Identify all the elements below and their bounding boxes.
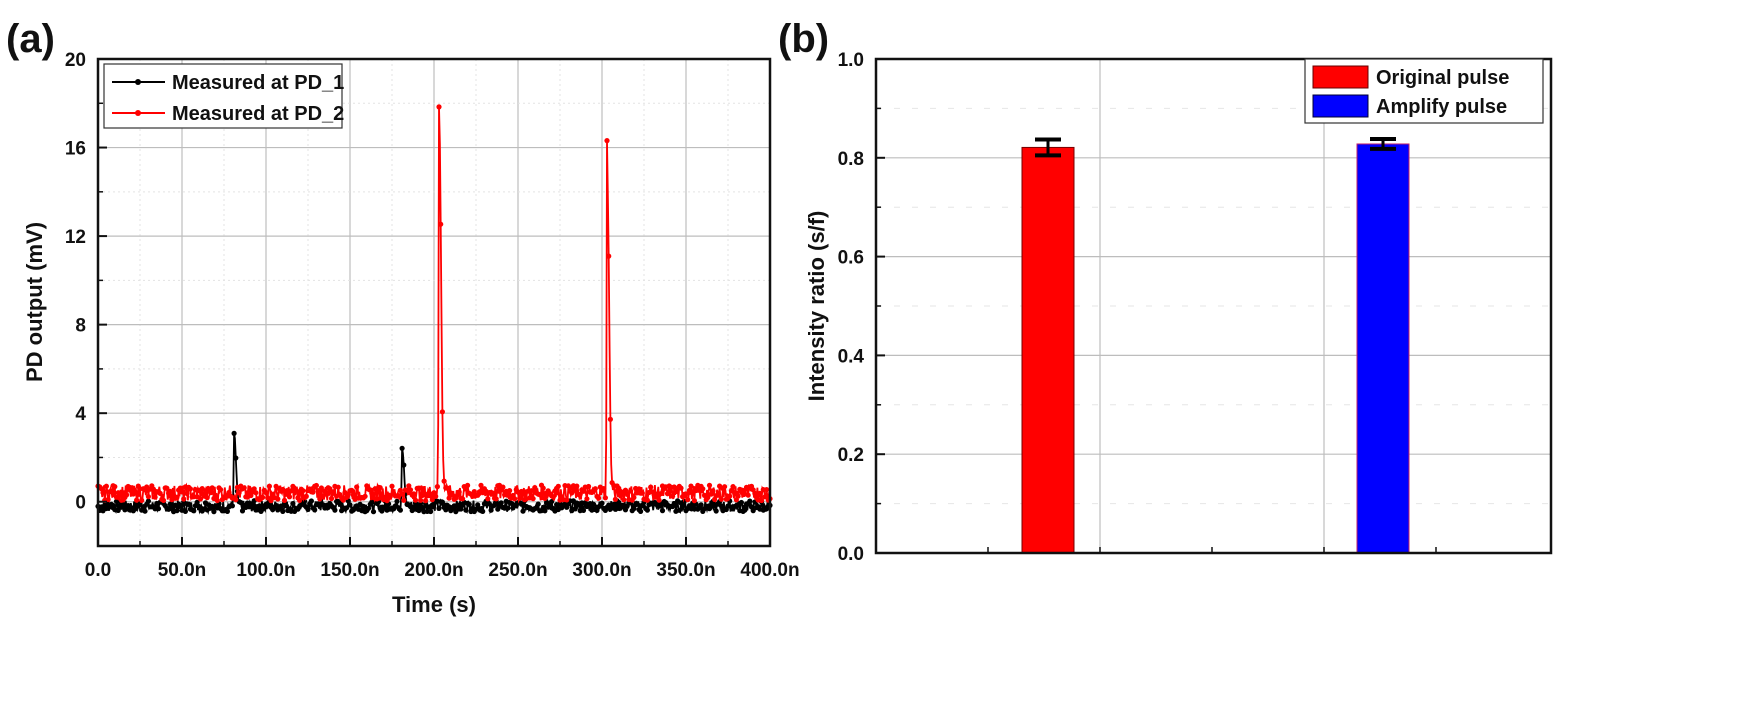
svg-text:50.0n: 50.0n (158, 560, 207, 581)
svg-text:200.0n: 200.0n (404, 560, 463, 581)
panel-a-line-chart: 0.0 50.0n 100.0n 150.0n 200.0n 250.0n 300.0n 35… (22, 50, 800, 617)
panel-b-label: (b) (778, 17, 829, 61)
svg-text:100.0n: 100.0n (236, 560, 295, 581)
svg-text:0.6: 0.6 (838, 248, 864, 269)
svg-text:16: 16 (65, 139, 86, 160)
panel-a-axes: 0.0 50.0n 100.0n 150.0n 200.0n 250.0n 300.0n 35… (65, 50, 800, 581)
svg-text:150.0n: 150.0n (320, 560, 379, 581)
panel-b-y-axis-label: Intensity ratio (s/f) (804, 211, 829, 402)
svg-text:0.0: 0.0 (838, 544, 864, 565)
svg-text:300.0n: 300.0n (572, 560, 631, 581)
panel-b-bar-chart: 0.0 0.2 0.4 0.6 0.8 1.0 Intensity ratio (s/f)… (804, 50, 1553, 565)
svg-text:350.0n: 350.0n (656, 560, 715, 581)
series-1 (95, 430, 773, 515)
panel-b-plot-frame (874, 57, 1553, 555)
panel-a-legend: Measured at PD_1 Measured at PD_2 (103, 63, 344, 129)
bar-amplify-pulse (1356, 137, 1410, 554)
svg-text:0.4: 0.4 (838, 346, 865, 367)
panel-a-series (95, 104, 773, 515)
legend-label-pd2: Measured at PD_2 (172, 103, 344, 125)
svg-text:4: 4 (75, 404, 86, 425)
svg-text:20: 20 (65, 50, 86, 71)
svg-text:0.8: 0.8 (838, 149, 864, 170)
legend-label-amplify: Amplify pulse (1376, 96, 1507, 118)
bar-original-pulse (1021, 137, 1075, 554)
series-2 (95, 104, 773, 504)
legend-swatch-amplify-icon (1312, 94, 1369, 118)
svg-text:0.2: 0.2 (838, 445, 864, 466)
svg-text:0: 0 (75, 493, 86, 514)
legend-label-original: Original pulse (1376, 67, 1509, 89)
panel-a-y-axis-label: PD output (mV) (22, 222, 47, 382)
panel-b-bars (1021, 137, 1410, 554)
panel-a-x-axis-label: Time (s) (392, 592, 476, 617)
legend-label-pd1: Measured at PD_1 (172, 72, 344, 94)
svg-text:8: 8 (75, 316, 86, 337)
legend-swatch-original-icon (1312, 65, 1369, 89)
panel-b-axes: 0.0 0.2 0.4 0.6 0.8 1.0 (838, 50, 1437, 565)
panel-a-grid (98, 59, 770, 547)
svg-text:400.0n: 400.0n (740, 560, 799, 581)
svg-text:0.0: 0.0 (85, 560, 111, 581)
panel-a-label: (a) (6, 17, 55, 61)
panel-b-grid (876, 58, 1551, 553)
svg-text:250.0n: 250.0n (488, 560, 547, 581)
panel-b-legend: Original pulse Amplify pulse (1304, 58, 1544, 124)
svg-text:12: 12 (65, 227, 86, 248)
svg-text:1.0: 1.0 (838, 50, 864, 71)
